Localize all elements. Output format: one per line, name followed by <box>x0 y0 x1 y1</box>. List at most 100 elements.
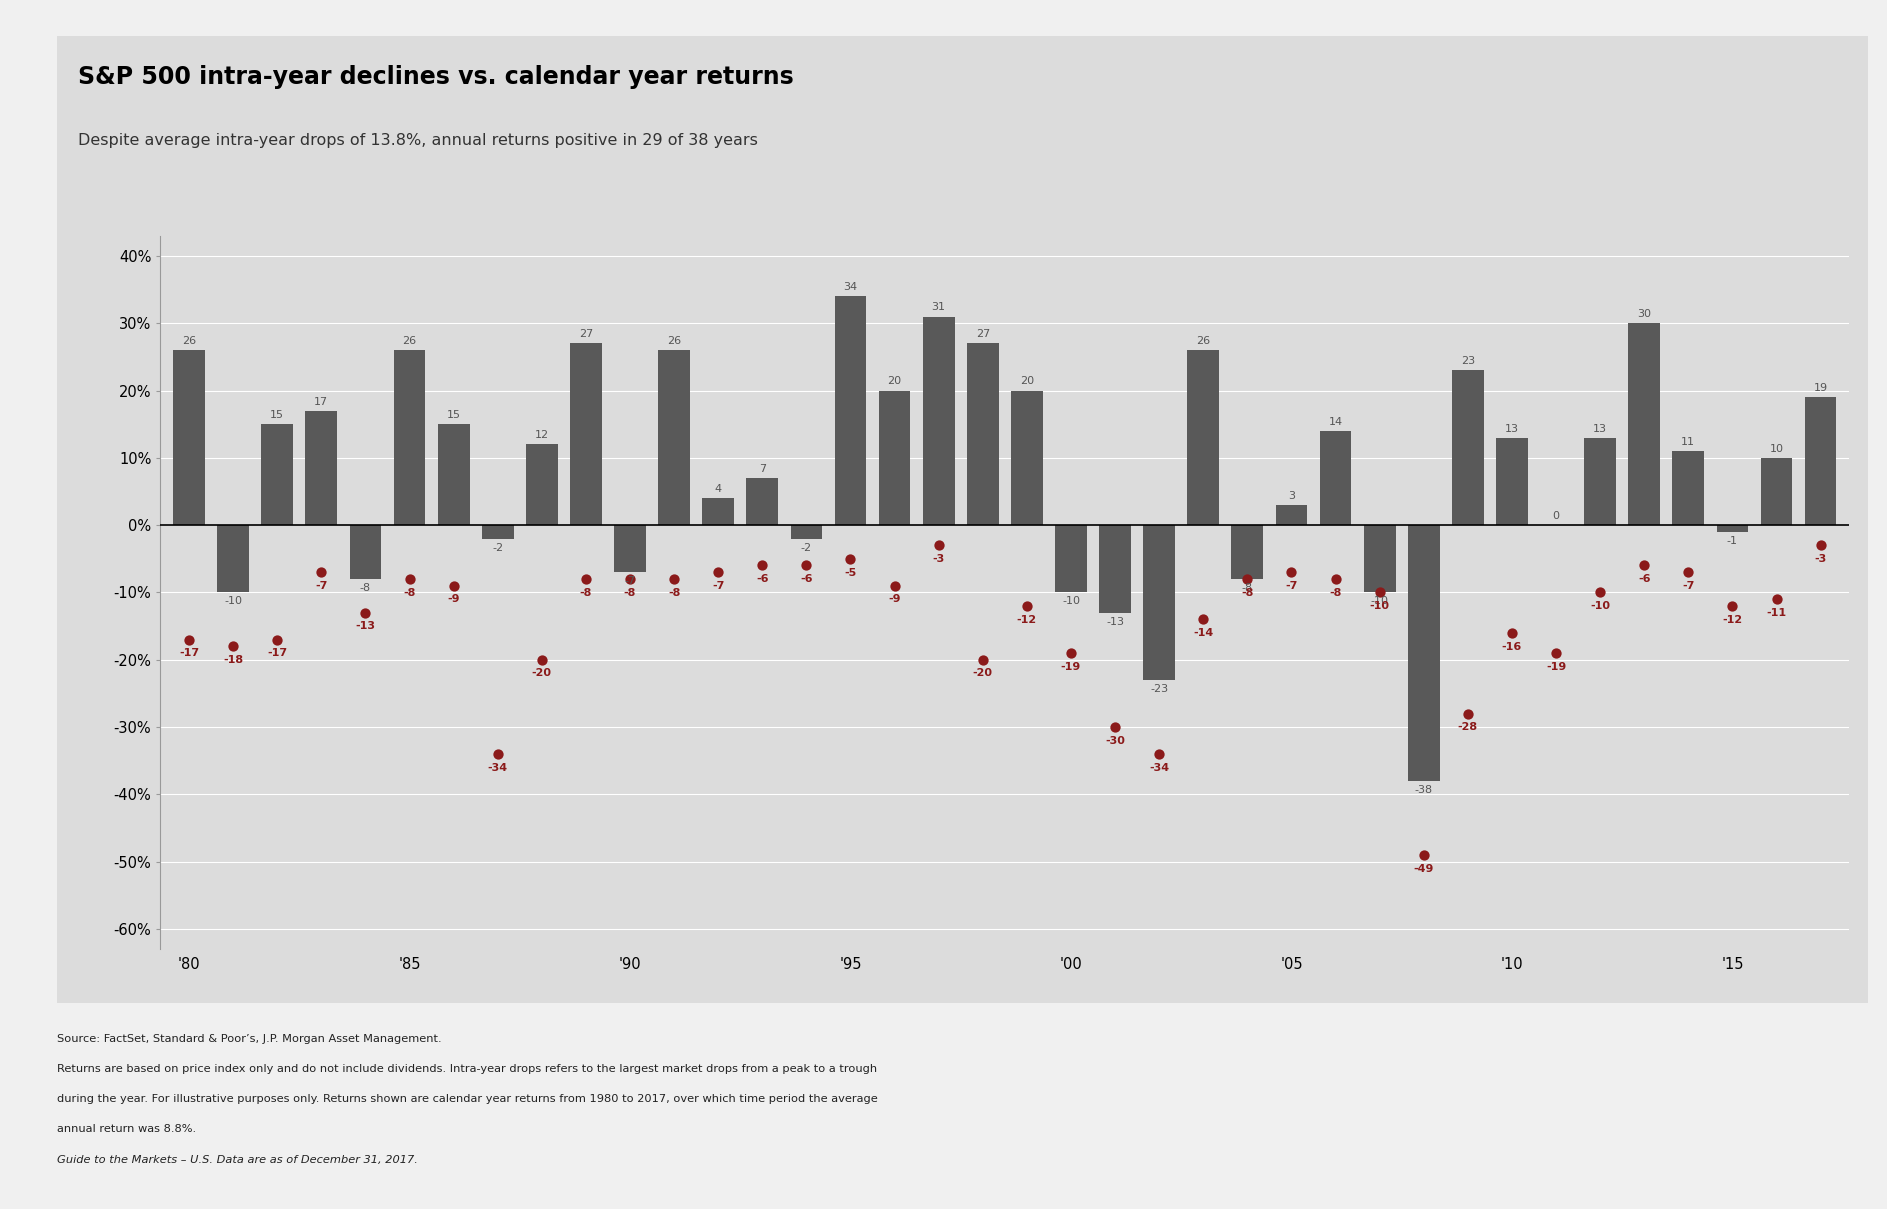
Point <box>1806 536 1836 555</box>
Text: -30: -30 <box>1106 736 1125 746</box>
Point <box>394 569 425 589</box>
Point <box>747 556 777 575</box>
Text: -8: -8 <box>1242 583 1253 592</box>
Text: 10: 10 <box>1770 444 1783 453</box>
Point <box>968 650 998 670</box>
Text: -12: -12 <box>1017 614 1038 625</box>
Text: -7: -7 <box>625 577 636 586</box>
Bar <box>1364 525 1396 592</box>
Point <box>1189 609 1219 629</box>
Text: -10: -10 <box>1062 596 1079 607</box>
Text: -18: -18 <box>223 655 243 665</box>
Bar <box>349 525 381 579</box>
Text: -3: -3 <box>932 554 945 565</box>
Text: 4: 4 <box>715 484 721 494</box>
Text: -10: -10 <box>225 596 242 607</box>
Point <box>836 549 866 568</box>
Text: 14: 14 <box>1328 417 1344 427</box>
Bar <box>1496 438 1528 525</box>
Bar <box>1144 525 1176 679</box>
Bar <box>526 445 559 525</box>
Bar <box>481 525 513 538</box>
Text: 26: 26 <box>402 336 417 346</box>
Point <box>923 536 953 555</box>
Point <box>351 603 381 623</box>
Text: -8: -8 <box>625 588 636 597</box>
Text: 26: 26 <box>181 336 196 346</box>
Text: annual return was 8.8%.: annual return was 8.8%. <box>57 1124 196 1134</box>
Text: -3: -3 <box>1815 554 1827 565</box>
Point <box>1496 623 1527 642</box>
Bar <box>879 391 910 525</box>
Bar <box>923 317 955 525</box>
Text: -2: -2 <box>493 543 504 553</box>
Text: 20: 20 <box>1019 376 1034 387</box>
Text: -13: -13 <box>355 621 376 631</box>
Text: -10: -10 <box>1370 601 1389 612</box>
Bar <box>1011 391 1044 525</box>
Bar <box>613 525 645 572</box>
Text: 27: 27 <box>976 329 991 340</box>
Text: -38: -38 <box>1415 785 1432 794</box>
Bar <box>217 525 249 592</box>
Point <box>1408 845 1438 864</box>
Text: -9: -9 <box>447 595 460 604</box>
Bar <box>262 424 292 525</box>
Text: -5: -5 <box>843 567 857 578</box>
Text: -8: -8 <box>668 588 681 597</box>
Text: -17: -17 <box>179 648 200 658</box>
Text: 0: 0 <box>1553 511 1559 521</box>
Bar <box>394 351 425 525</box>
Point <box>1276 562 1306 582</box>
Bar <box>659 351 691 525</box>
Text: 11: 11 <box>1681 438 1695 447</box>
Bar <box>1717 525 1747 532</box>
Bar <box>1276 505 1308 525</box>
Text: -49: -49 <box>1413 863 1434 874</box>
Point <box>483 745 513 764</box>
Point <box>306 562 336 582</box>
Text: -7: -7 <box>711 582 725 591</box>
Point <box>1585 583 1615 602</box>
Text: during the year. For illustrative purposes only. Returns shown are calendar year: during the year. For illustrative purpos… <box>57 1094 877 1104</box>
Text: 34: 34 <box>843 282 857 293</box>
Bar <box>1628 323 1661 525</box>
Text: -16: -16 <box>1502 642 1523 652</box>
Text: -7: -7 <box>1681 582 1695 591</box>
Point <box>1321 569 1351 589</box>
Text: -10: -10 <box>1591 601 1610 612</box>
Point <box>438 575 468 595</box>
Bar <box>570 343 602 525</box>
Text: Returns are based on price index only and do not include dividends. Intra-year d: Returns are based on price index only an… <box>57 1064 877 1074</box>
Text: 26: 26 <box>666 336 681 346</box>
Point <box>262 630 292 649</box>
Text: 23: 23 <box>1461 357 1476 366</box>
Bar <box>702 498 734 525</box>
Bar <box>174 351 206 525</box>
Point <box>704 562 734 582</box>
Text: 12: 12 <box>534 430 549 440</box>
Point <box>791 556 821 575</box>
Bar <box>1672 451 1704 525</box>
Text: -8: -8 <box>1328 588 1342 597</box>
Bar <box>1761 458 1793 525</box>
Bar <box>1585 438 1615 525</box>
Bar <box>791 525 823 538</box>
Text: -23: -23 <box>1149 684 1168 694</box>
Text: -8: -8 <box>1242 588 1253 597</box>
Bar <box>438 424 470 525</box>
Text: 30: 30 <box>1638 310 1651 319</box>
Text: 7: 7 <box>759 464 766 474</box>
Text: -19: -19 <box>1545 661 1566 672</box>
Text: -6: -6 <box>800 574 813 584</box>
Text: 26: 26 <box>1196 336 1210 346</box>
Point <box>1761 590 1791 609</box>
Point <box>219 637 249 656</box>
Text: -20: -20 <box>532 669 551 678</box>
Bar <box>966 343 998 525</box>
Text: 31: 31 <box>932 302 945 312</box>
Bar <box>1187 351 1219 525</box>
Point <box>1057 643 1087 663</box>
Text: -28: -28 <box>1459 722 1478 733</box>
Point <box>1453 704 1483 723</box>
